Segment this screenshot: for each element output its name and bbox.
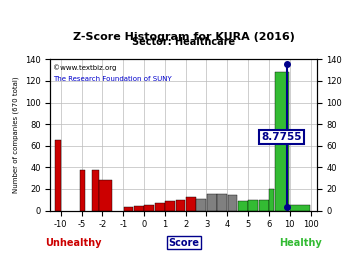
Title: Z-Score Histogram for KURA (2016): Z-Score Histogram for KURA (2016) (73, 32, 294, 42)
Text: Sector: Healthcare: Sector: Healthcare (132, 37, 235, 47)
Bar (92, 170, 99, 211)
Bar (217, 194, 227, 211)
Bar (259, 200, 269, 211)
Text: 8.7755: 8.7755 (261, 132, 302, 142)
Bar (196, 199, 206, 211)
Bar (134, 206, 144, 211)
Text: Unhealthy: Unhealthy (45, 238, 102, 248)
Bar (228, 195, 238, 211)
Bar (186, 197, 196, 211)
Bar (269, 189, 274, 211)
Bar (80, 170, 85, 211)
Bar (275, 72, 289, 211)
Bar (123, 207, 134, 211)
Bar (176, 200, 185, 211)
Y-axis label: Number of companies (670 total): Number of companies (670 total) (13, 77, 19, 193)
Bar (55, 140, 60, 211)
Text: ©www.textbiz.org: ©www.textbiz.org (53, 64, 116, 71)
Bar (155, 203, 165, 211)
Bar (165, 201, 175, 211)
Bar (207, 194, 217, 211)
Bar (238, 201, 248, 211)
Bar (290, 205, 310, 211)
Bar (144, 205, 154, 211)
Text: Score: Score (168, 238, 199, 248)
Text: The Research Foundation of SUNY: The Research Foundation of SUNY (53, 76, 172, 82)
Bar (248, 200, 258, 211)
Text: Healthy: Healthy (279, 238, 321, 248)
Bar (99, 180, 112, 211)
